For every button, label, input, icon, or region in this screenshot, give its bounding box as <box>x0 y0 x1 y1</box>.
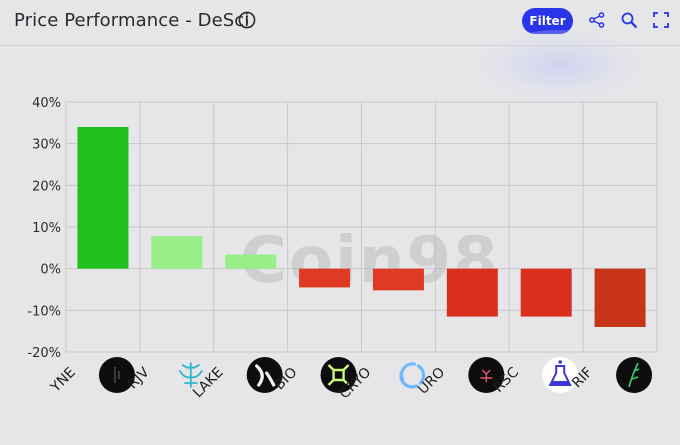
cryo-token-icon <box>397 360 428 390</box>
bar-layer <box>77 127 646 327</box>
x-tick-label-yne: YNE <box>47 365 79 397</box>
bar-rif <box>594 268 646 327</box>
y-tick-label: -10% <box>27 304 61 319</box>
bar-bio <box>299 268 351 288</box>
uro-token-icon <box>468 357 505 393</box>
rsc-liquid <box>550 381 570 384</box>
uro-glyph <box>480 369 493 382</box>
rif-glyph <box>628 362 640 388</box>
rif-bg <box>616 357 653 393</box>
bio-token-icon <box>320 357 357 393</box>
info-circle-icon[interactable] <box>238 11 256 29</box>
yne-glyph <box>114 367 120 383</box>
bar-lake <box>225 254 277 269</box>
yne-token-icon <box>98 357 135 393</box>
y-tick-label: 40% <box>32 96 61 111</box>
lake-token-icon <box>246 357 283 393</box>
y-tick-label: 0% <box>40 263 61 278</box>
filter-button[interactable]: Filter <box>522 8 573 34</box>
y-tick-label: 10% <box>32 221 61 236</box>
rjv-glyph <box>178 362 203 388</box>
card-header: Price Performance - DeSci Filter <box>0 0 680 46</box>
yne-bg <box>98 357 135 393</box>
chart-title: Price Performance - DeSci <box>14 10 250 31</box>
bar-rsc <box>520 268 572 317</box>
share-nodes-icon[interactable] <box>588 11 606 29</box>
rjv-token-icon <box>178 362 203 388</box>
y-tick-label: 30% <box>32 138 61 153</box>
y-tick-label: -20% <box>27 346 61 361</box>
rsc-token-icon <box>542 357 579 393</box>
lake-glyph <box>255 364 276 387</box>
grid-layer <box>65 101 658 353</box>
magnifier-icon[interactable] <box>620 11 638 29</box>
y-tick-label: 20% <box>32 179 61 194</box>
bio-glyph <box>327 364 350 386</box>
bar-rjv <box>151 236 203 269</box>
bar-chart: Coin98 40%30%20%10%0%-10%-20% YNE RJV LAKE… <box>27 96 658 402</box>
axis-layer: 40% 30% 20% 10% 0% -10% -20% <box>27 96 61 361</box>
bar-uro <box>446 268 498 317</box>
bar-yne <box>77 127 129 269</box>
rsc-bubble <box>558 360 562 364</box>
expand-icon[interactable] <box>652 11 670 29</box>
rsc-flask <box>548 365 572 386</box>
token-icon-layer <box>98 357 653 393</box>
rif-token-icon <box>616 357 653 393</box>
bar-cryo <box>372 268 424 291</box>
cryo-arcs <box>399 362 426 389</box>
